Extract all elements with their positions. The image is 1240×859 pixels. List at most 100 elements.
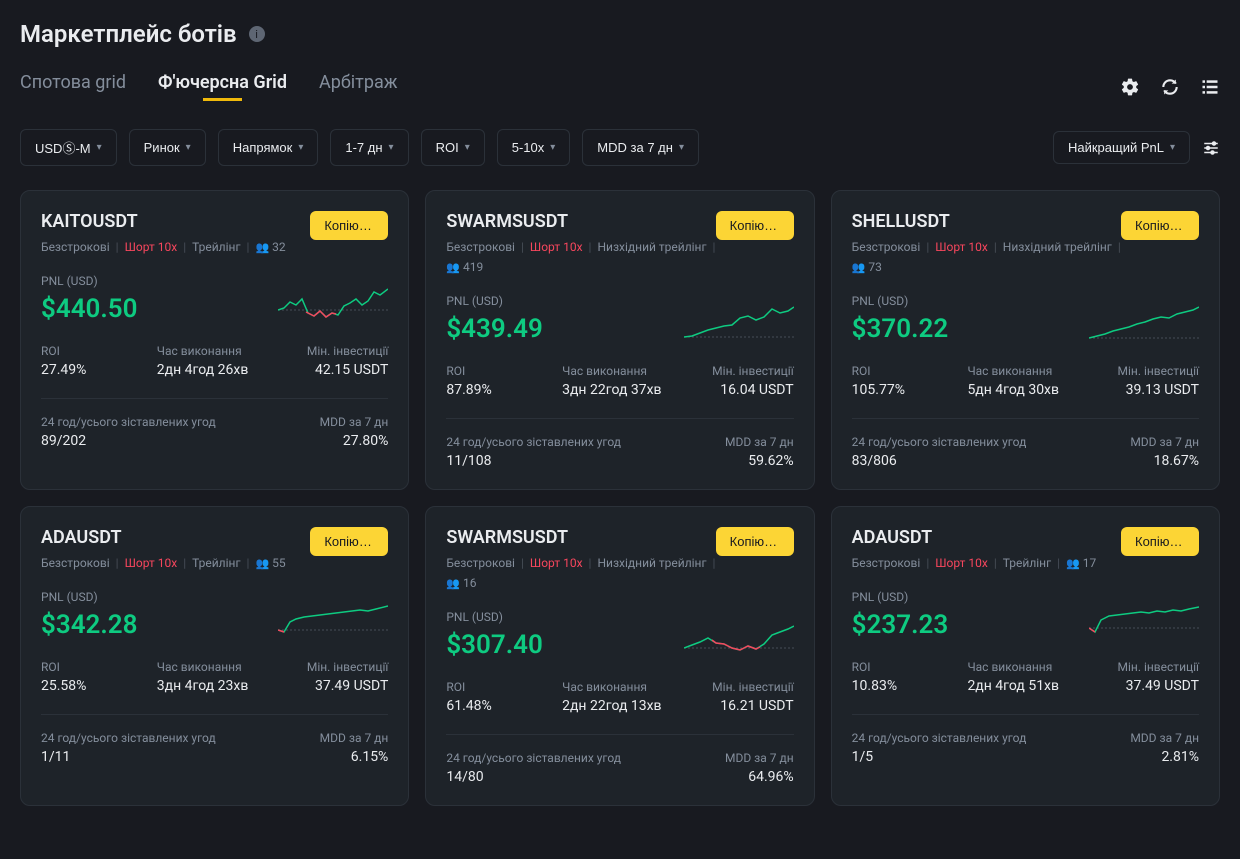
runtime-label: Час виконання [967, 364, 1083, 378]
pnl-value: $440.50 [41, 294, 138, 324]
min-invest-value: 37.49 USDT [273, 678, 389, 694]
tab-1[interactable]: Ф'ючерсна Grid [158, 72, 287, 101]
tags: Безстрокові|Шорт 10x|Низхідний трейлінг|… [446, 556, 715, 590]
symbol: SWARMSUSDT [446, 527, 715, 548]
filter-label: Напрямок [233, 140, 293, 155]
pnl-label: PNL (USD) [446, 294, 543, 308]
bot-card: SHELLUSDTБезстрокові|Шорт 10x|Низхідний … [831, 190, 1220, 490]
min-invest-label: Мін. інвестиції [1083, 364, 1199, 378]
min-invest-label: Мін. інвестиції [273, 660, 389, 674]
tag-strategy: Трейлінг [192, 240, 240, 254]
filter-label: Ринок [144, 140, 180, 155]
tab-0[interactable]: Спотова grid [20, 72, 126, 101]
refresh-icon[interactable] [1160, 77, 1180, 97]
trades-label: 24 год/усього зіставлених угод [41, 731, 216, 745]
mdd-label: MDD за 7 дн [320, 415, 389, 429]
sparkline-chart [1089, 304, 1199, 344]
filter-label: USDⓈ-M [35, 138, 91, 157]
pnl-value: $439.49 [446, 314, 543, 344]
copy-button[interactable]: Копіювати [716, 527, 794, 556]
runtime-label: Час виконання [967, 660, 1083, 674]
mdd-label: MDD за 7 дн [1130, 435, 1199, 449]
filter-0[interactable]: USDⓈ-M▾ [20, 129, 117, 166]
runtime-value: 3дн 22год 37хв [562, 382, 678, 398]
copy-button[interactable]: Копіювати [310, 211, 388, 240]
filter-3[interactable]: 1-7 дн▾ [330, 129, 408, 166]
tag-perpetual: Безстрокові [446, 240, 515, 254]
tag-strategy: Трейлінг [1003, 556, 1051, 570]
chevron-down-icon: ▾ [465, 142, 470, 153]
copy-button[interactable]: Копіювати [1121, 211, 1199, 240]
roi-value: 61.48% [446, 698, 562, 714]
gear-icon[interactable] [1120, 77, 1140, 97]
runtime-label: Час виконання [562, 680, 678, 694]
roi-value: 105.77% [852, 382, 968, 398]
roi-value: 10.83% [852, 678, 968, 694]
pnl-value: $370.22 [852, 314, 949, 344]
bot-card: SWARMSUSDT Безстрокові|Шорт 10x|Низхідний… [425, 190, 814, 490]
tabs: Спотова grid Ф'ючерсна Grid Арбітраж [20, 72, 398, 101]
tag-strategy: Низхідний трейлінг [597, 240, 706, 254]
trades-value: 11/108 [446, 453, 621, 469]
copy-button[interactable]: Копіювати [1121, 527, 1199, 556]
filter-label: 5-10x [512, 140, 545, 155]
users-count: 👥73 [852, 260, 882, 274]
users-count: 👥17 [1066, 556, 1096, 570]
roi-label: ROI [41, 344, 157, 358]
bot-card: KAITOUSDTБезстрокові|Шорт 10x|Трейлінг|👥… [20, 190, 409, 490]
min-invest-label: Мін. інвестиції [678, 364, 794, 378]
roi-value: 87.89% [446, 382, 562, 398]
tag-perpetual: Безстрокові [41, 556, 110, 570]
pnl-label: PNL (USD) [852, 294, 949, 308]
min-invest-value: 42.15 USDT [273, 362, 389, 378]
chevron-down-icon: ▾ [186, 142, 191, 153]
tab-2[interactable]: Арбітраж [319, 72, 398, 101]
mdd-value: 2.81% [1130, 749, 1199, 765]
chevron-down-icon: ▾ [679, 142, 684, 153]
trades-label: 24 год/усього зіставлених угод [852, 435, 1027, 449]
pnl-label: PNL (USD) [41, 274, 138, 288]
roi-value: 27.49% [41, 362, 157, 378]
tag-strategy: Трейлінг [192, 556, 240, 570]
tags: Безстрокові|Шорт 10x|Низхідний трейлінг|… [446, 240, 715, 274]
runtime-value: 2дн 4год 51хв [967, 678, 1083, 694]
tag-leverage: Шорт 10x [935, 556, 988, 570]
runtime-label: Час виконання [157, 344, 273, 358]
copy-button[interactable]: Копіювати [310, 527, 388, 556]
copy-button[interactable]: Копіювати [716, 211, 794, 240]
roi-label: ROI [41, 660, 157, 674]
sort-button[interactable]: Найкращий PnL ▾ [1053, 131, 1190, 164]
symbol: ADAUSDT [41, 527, 286, 548]
users-count: 👥32 [255, 240, 285, 254]
symbol: SWARMSUSDT [446, 211, 715, 232]
filter-adjust-icon[interactable] [1202, 139, 1220, 157]
filter-2[interactable]: Напрямок▾ [218, 129, 319, 166]
tags: Безстрокові|Шорт 10x|Низхідний трейлінг|… [852, 240, 1121, 274]
tag-strategy: Низхідний трейлінг [1003, 240, 1112, 254]
roi-value: 25.58% [41, 678, 157, 694]
filter-1[interactable]: Ринок ▾ [129, 129, 206, 166]
mdd-value: 6.15% [320, 749, 389, 765]
filter-4[interactable]: ROI ▾ [421, 129, 485, 166]
tag-leverage: Шорт 10x [530, 556, 583, 570]
filter-6[interactable]: MDD за 7 дн▾ [582, 129, 699, 166]
pnl-label: PNL (USD) [446, 610, 543, 624]
tag-perpetual: Безстрокові [41, 240, 110, 254]
min-invest-label: Мін. інвестиції [1083, 660, 1199, 674]
pnl-value: $307.40 [446, 630, 543, 660]
symbol: ADAUSDT [852, 527, 1097, 548]
chevron-down-icon: ▾ [389, 142, 394, 153]
tag-perpetual: Безстрокові [446, 556, 515, 570]
min-invest-value: 39.13 USDT [1083, 382, 1199, 398]
info-icon[interactable]: i [249, 26, 265, 42]
bot-card: SWARMSUSDT Безстрокові|Шорт 10x|Низхідний… [425, 506, 814, 806]
trades-value: 83/806 [852, 453, 1027, 469]
filter-5[interactable]: 5-10x▾ [497, 129, 571, 166]
mdd-value: 18.67% [1130, 453, 1199, 469]
runtime-value: 5дн 4год 30хв [967, 382, 1083, 398]
list-icon[interactable] [1200, 77, 1220, 97]
roi-label: ROI [446, 364, 562, 378]
sparkline-chart [684, 620, 794, 660]
filter-label: ROI [436, 140, 459, 155]
trades-value: 1/5 [852, 749, 1027, 765]
